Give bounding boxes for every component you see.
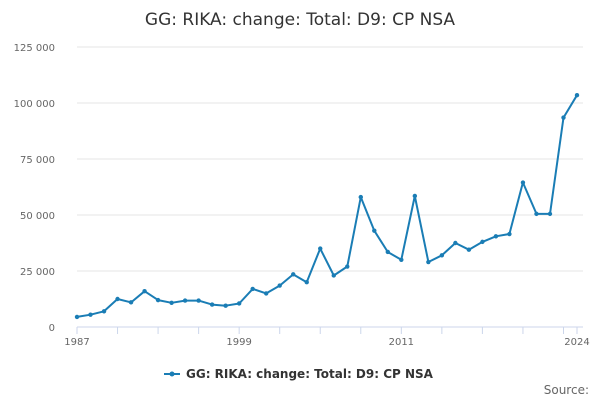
data-point[interactable] xyxy=(399,257,404,262)
data-point[interactable] xyxy=(345,264,350,269)
data-point[interactable] xyxy=(453,240,458,246)
data-point[interactable] xyxy=(101,309,107,314)
x-axis: 1987 1999 2011 2024 xyxy=(64,326,590,348)
y-tick-label: 0 xyxy=(49,323,55,334)
data-point[interactable] xyxy=(480,239,485,245)
data-point[interactable] xyxy=(169,300,174,306)
data-point[interactable] xyxy=(209,302,215,307)
series-line xyxy=(76,94,578,318)
data-point[interactable] xyxy=(385,249,391,255)
data-point[interactable] xyxy=(466,247,472,252)
legend-label: GG: RIKA: change: Total: D9: CP NSA xyxy=(186,367,434,381)
data-point[interactable] xyxy=(128,300,134,305)
data-point[interactable] xyxy=(196,298,201,303)
data-point[interactable] xyxy=(358,194,363,200)
data-point[interactable] xyxy=(331,273,336,278)
legend[interactable]: GG: RIKA: change: Total: D9: CP NSA xyxy=(164,367,434,381)
x-tick-label: 2024 xyxy=(564,337,589,348)
data-point[interactable] xyxy=(277,283,282,288)
data-point[interactable] xyxy=(412,193,418,199)
data-point[interactable] xyxy=(574,92,580,98)
y-tick-label: 50 000 xyxy=(20,211,55,222)
y-tick-label: 75 000 xyxy=(20,155,55,166)
data-point[interactable] xyxy=(507,231,512,237)
chart-title: GG: RIKA: change: Total: D9: CP NSA xyxy=(145,10,456,30)
data-point[interactable] xyxy=(426,259,431,265)
x-tick-label: 1999 xyxy=(226,337,251,348)
data-point[interactable] xyxy=(236,301,242,306)
x-tick-label: 1987 xyxy=(64,337,89,348)
data-point[interactable] xyxy=(88,312,93,317)
data-point[interactable] xyxy=(142,288,147,294)
data-point[interactable] xyxy=(291,272,296,277)
data-point[interactable] xyxy=(372,228,377,233)
data-point[interactable] xyxy=(182,298,188,303)
data-point[interactable] xyxy=(304,280,309,285)
y-tick-label: 125 000 xyxy=(14,43,55,54)
data-point[interactable] xyxy=(223,303,228,308)
data-point[interactable] xyxy=(115,296,120,302)
data-point[interactable] xyxy=(493,234,499,239)
data-point[interactable] xyxy=(263,291,269,296)
data-point[interactable] xyxy=(318,246,323,251)
source-label: Source: xyxy=(544,383,589,397)
data-point[interactable] xyxy=(520,180,526,185)
y-tick-label: 25 000 xyxy=(20,267,55,278)
y-tick-label: 100 000 xyxy=(14,99,55,110)
y-axis: 0 25 000 50 000 75 000 100 000 125 000 xyxy=(14,43,55,334)
x-tick-label: 2011 xyxy=(389,337,414,348)
data-point[interactable] xyxy=(439,253,445,258)
legend-dot-marker xyxy=(169,371,175,377)
data-point[interactable] xyxy=(250,286,255,292)
grid-lines xyxy=(77,46,583,328)
data-point[interactable] xyxy=(155,297,161,303)
data-point[interactable] xyxy=(561,115,566,120)
series-layer xyxy=(74,92,580,320)
data-point[interactable] xyxy=(534,211,539,217)
data-point[interactable] xyxy=(547,211,553,217)
data-point[interactable] xyxy=(74,314,80,320)
